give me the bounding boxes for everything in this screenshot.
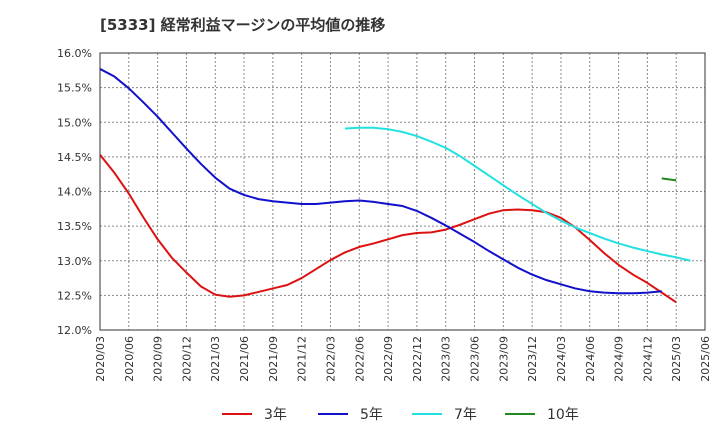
- x-tick-label: 2022/09: [382, 336, 395, 382]
- x-tick-label: 2023/03: [440, 336, 453, 382]
- x-tick-label: 2024/09: [613, 336, 626, 382]
- grid-lines: [100, 53, 705, 330]
- series-line: [99, 68, 662, 295]
- series-lines: [99, 68, 691, 304]
- x-tick-label: 2023/12: [526, 336, 539, 382]
- x-tick-label: 2025/03: [670, 336, 683, 382]
- y-axis-tick-labels: 12.0% 12.5% 13.0% 13.5% 14.0% 14.5% 15.0% 15.5%…: [57, 47, 92, 337]
- x-tick-label: 2025/06: [699, 336, 712, 382]
- legend: 3年 5年 7年 10年: [222, 407, 579, 423]
- y-tick-label: 13.0%: [57, 255, 92, 268]
- chart-title: [5333] 経常利益マージンの平均値の推移: [100, 16, 386, 34]
- series-line: [661, 177, 677, 182]
- legend-label: 7年: [454, 407, 477, 423]
- plot-area-background: [100, 53, 705, 330]
- plot-area-border: [99, 52, 706, 331]
- x-tick-label: 2024/06: [584, 336, 597, 382]
- legend-label: 10年: [547, 407, 579, 423]
- x-tick-label: 2020/06: [123, 336, 136, 382]
- y-tick-label: 12.0%: [57, 324, 92, 337]
- x-tick-label: 2023/09: [497, 336, 510, 382]
- y-tick-label: 15.0%: [57, 116, 92, 129]
- series-line: [344, 126, 691, 262]
- x-tick-label: 2020/12: [180, 336, 193, 382]
- x-tick-label: 2023/06: [469, 336, 482, 382]
- x-tick-label: 2021/12: [296, 336, 309, 382]
- y-tick-label: 14.0%: [57, 186, 92, 199]
- x-tick-label: 2022/03: [324, 336, 337, 382]
- x-tick-label: 2020/09: [152, 336, 165, 382]
- x-tick-label: 2021/09: [267, 336, 280, 382]
- legend-label: 3年: [264, 407, 287, 423]
- x-tick-label: 2024/12: [641, 336, 654, 382]
- x-axis-tick-labels: 2020/03 2020/06 2020/09 2020/12 2021/03 2021/…: [94, 336, 712, 382]
- y-tick-label: 14.5%: [57, 151, 92, 164]
- x-tick-label: 2024/03: [555, 336, 568, 382]
- x-tick-label: 2021/06: [238, 336, 251, 382]
- y-tick-label: 16.0%: [57, 47, 92, 60]
- x-tick-label: 2020/03: [94, 336, 107, 382]
- y-tick-label: 15.5%: [57, 82, 92, 95]
- y-tick-label: 12.5%: [57, 289, 92, 302]
- x-tick-label: 2021/03: [209, 336, 222, 382]
- x-tick-label: 2022/12: [411, 336, 424, 382]
- x-tick-label: 2022/06: [353, 336, 366, 382]
- series-line: [99, 154, 677, 304]
- y-tick-label: 13.5%: [57, 220, 92, 233]
- legend-label: 5年: [360, 407, 383, 423]
